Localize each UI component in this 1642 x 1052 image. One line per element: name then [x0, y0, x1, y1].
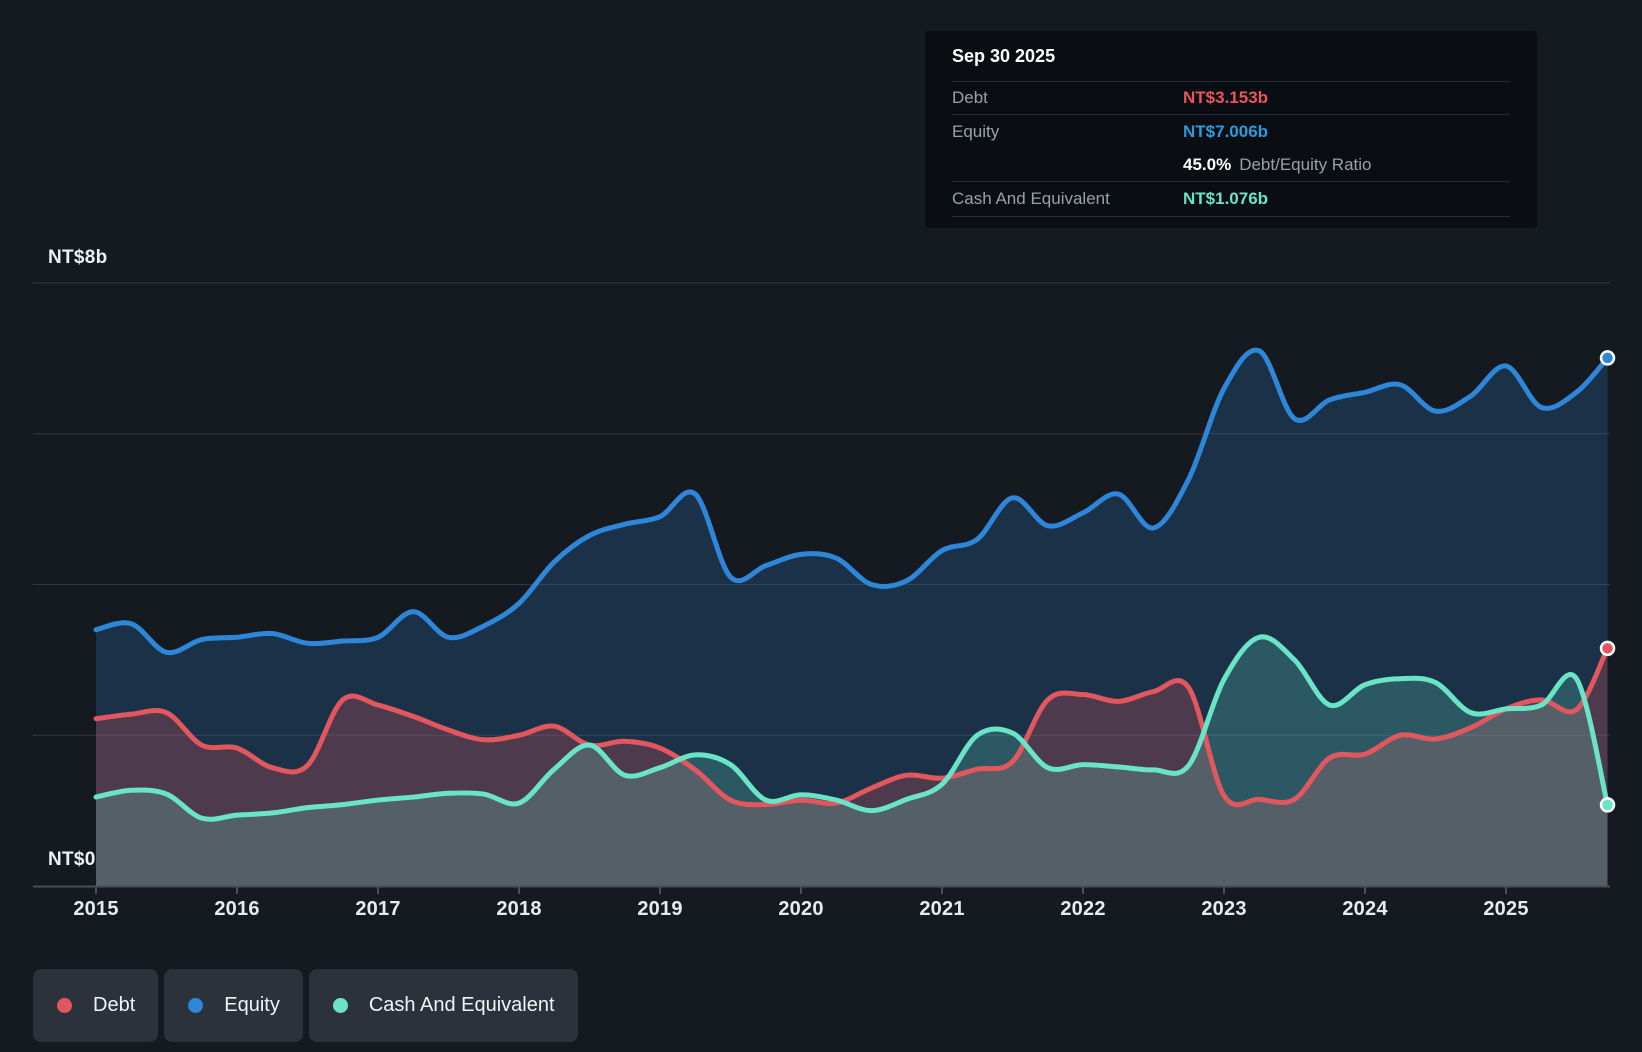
debt-line — [93, 645, 1611, 808]
cash-line — [93, 634, 1611, 822]
chart-tooltip: Sep 30 2025 Debt NT$3.153b Equity NT$7.0… — [925, 31, 1537, 228]
x-axis-year-label-2021: 2021 — [919, 898, 965, 920]
tooltip-equity-row: Equity NT$7.006b — [952, 115, 1510, 149]
legend-label: Debt — [93, 994, 136, 1016]
x-axis-year-label-2023: 2023 — [1201, 898, 1247, 920]
x-axis-year-label-2020: 2020 — [778, 898, 824, 920]
equity-end-marker[interactable] — [1599, 350, 1616, 366]
tooltip-cash-row: Cash And Equivalent NT$1.076b — [952, 182, 1510, 217]
tooltip-cash-label: Cash And Equivalent — [952, 189, 1110, 208]
chart-legend: Debt Equity Cash And Equivalent — [33, 969, 584, 1042]
x-axis-year-label-2015: 2015 — [73, 898, 119, 920]
x-axis-year-label-2017: 2017 — [355, 898, 401, 920]
x-axis-year-label-2019: 2019 — [637, 898, 683, 920]
equity-area-fill — [96, 350, 1608, 886]
tooltip-equity-value: NT$7.006b — [1183, 122, 1269, 141]
tooltip-equity-label: Equity — [952, 122, 1000, 141]
debt-end-marker[interactable] — [1599, 640, 1616, 657]
legend-dot-icon — [188, 998, 204, 1013]
tooltip-ratio-row: 45.0% Debt/Equity Ratio — [952, 149, 1510, 182]
legend-item-cash-and-equivalent[interactable]: Cash And Equivalent — [308, 969, 578, 1042]
equity-line — [93, 347, 1611, 656]
x-axis-year-label-2016: 2016 — [214, 898, 260, 920]
tooltip-debt-label: Debt — [952, 88, 988, 107]
y-axis-max-label: NT$8b — [48, 247, 108, 268]
legend-dot-icon — [57, 998, 72, 1013]
tooltip-ratio-value: 45.0% — [1183, 155, 1232, 174]
legend-item-debt[interactable]: Debt — [33, 969, 159, 1042]
y-axis-zero-label: NT$0 — [48, 849, 96, 870]
x-axis-year-label-2018: 2018 — [496, 898, 542, 920]
legend-item-equity[interactable]: Equity — [164, 969, 303, 1042]
tooltip-date: Sep 30 2025 — [952, 31, 1510, 82]
tooltip-ratio-label: Debt/Equity Ratio — [1239, 155, 1372, 174]
tooltip-cash-value: NT$1.076b — [1183, 189, 1269, 208]
tooltip-debt-value: NT$3.153b — [1183, 88, 1269, 107]
legend-dot-icon — [332, 998, 348, 1013]
cash-area-fill — [96, 636, 1608, 886]
x-axis-year-label-2025: 2025 — [1483, 898, 1529, 920]
x-axis-year-label-2022: 2022 — [1060, 898, 1106, 920]
x-axis-year-label-2024: 2024 — [1342, 898, 1388, 920]
legend-label: Cash And Equivalent — [368, 994, 555, 1016]
cash-end-marker[interactable] — [1599, 797, 1616, 813]
legend-label: Equity — [224, 994, 280, 1016]
tooltip-debt-row: Debt NT$3.153b — [952, 82, 1510, 115]
debt-area-fill — [96, 648, 1608, 886]
